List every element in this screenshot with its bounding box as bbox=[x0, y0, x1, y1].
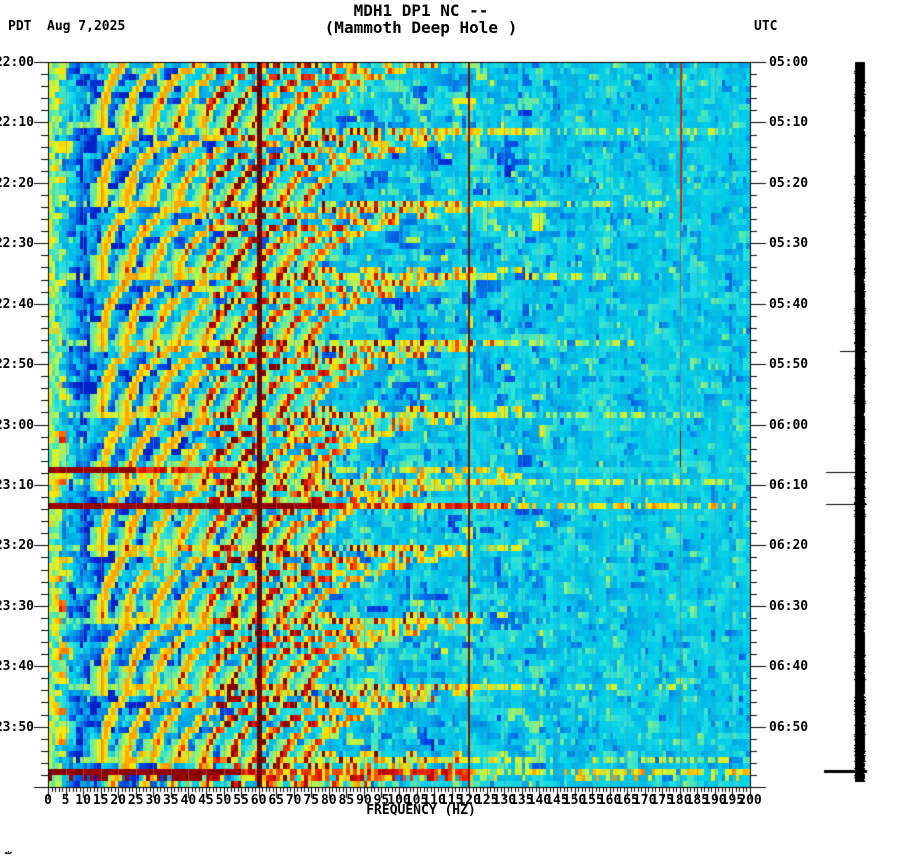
y-left-tick-label: 23:00 bbox=[0, 417, 34, 433]
x-tick-label: 180 bbox=[668, 793, 692, 808]
x-tick-label: 100 bbox=[387, 793, 411, 808]
x-tick-label: 75 bbox=[303, 793, 320, 808]
y-left-tick-label: 22:00 bbox=[0, 55, 34, 70]
timezone-left-label: PDT bbox=[8, 19, 32, 34]
y-right-tick-label: 05:40 bbox=[769, 296, 809, 312]
x-tick-label: 195 bbox=[720, 793, 745, 808]
x-tick-label: 135 bbox=[510, 793, 534, 808]
x-tick-label: 200 bbox=[738, 793, 762, 808]
y-left-tick-label: 22:50 bbox=[0, 357, 34, 373]
y-right-tick-label: 05:10 bbox=[769, 115, 809, 131]
x-tick-label: 185 bbox=[685, 793, 710, 808]
y-left-tick-label: 23:30 bbox=[0, 598, 34, 614]
y-left-tick-label: 22:40 bbox=[0, 296, 34, 312]
x-tick-label: 65 bbox=[268, 793, 284, 808]
x-tick-label: 125 bbox=[475, 793, 499, 808]
x-tick-label: 40 bbox=[180, 793, 197, 808]
y-left-tick-label: 23:10 bbox=[0, 477, 34, 493]
x-tick-label: 170 bbox=[632, 793, 657, 808]
station-subtitle: (Mammoth Deep Hole ) bbox=[324, 18, 518, 37]
x-tick-label: 145 bbox=[545, 793, 569, 808]
x-tick-label: 20 bbox=[110, 793, 127, 808]
x-tick-label: 110 bbox=[422, 793, 446, 808]
x-tick-label: 165 bbox=[615, 793, 639, 808]
x-tick-label: 160 bbox=[597, 793, 622, 808]
x-tick-label: 90 bbox=[356, 793, 372, 808]
y-right-tick-label: 05:00 bbox=[769, 55, 809, 70]
x-tick-label: 0 bbox=[44, 793, 52, 808]
x-tick-label: 80 bbox=[320, 793, 337, 808]
x-tick-label: 105 bbox=[404, 793, 429, 808]
y-left-tick-label: 23:20 bbox=[0, 538, 34, 554]
timezone-right-label: UTC bbox=[754, 19, 778, 34]
y-left-tick-label: 23:50 bbox=[0, 719, 34, 735]
x-tick-label: 25 bbox=[127, 793, 144, 808]
y-left-tick-label: 22:20 bbox=[0, 175, 34, 191]
x-tick-label: 115 bbox=[439, 793, 464, 808]
y-right-tick-label: 06:10 bbox=[769, 477, 809, 493]
y-left-tick-label: 22:10 bbox=[0, 115, 34, 131]
x-tick-label: 30 bbox=[145, 793, 162, 808]
x-tick-label: 15 bbox=[92, 793, 109, 808]
x-tick-label: 10 bbox=[75, 793, 91, 808]
y-right-tick-label: 05:50 bbox=[769, 357, 809, 373]
x-tick-label: 120 bbox=[457, 793, 481, 808]
y-right-tick-label: 06:30 bbox=[769, 598, 809, 614]
x-tick-label: 85 bbox=[338, 793, 355, 808]
x-tick-label: 55 bbox=[233, 793, 249, 808]
x-tick-label: 190 bbox=[703, 793, 727, 808]
y-left-tick-label: 22:30 bbox=[0, 236, 34, 252]
y-right-tick-label: 06:20 bbox=[769, 538, 809, 554]
x-tick-label: 45 bbox=[198, 793, 214, 808]
y-right-tick-label: 05:20 bbox=[769, 175, 809, 191]
x-axis-title: FREQUENCY (HZ) bbox=[366, 803, 476, 818]
x-tick-label: 130 bbox=[492, 793, 517, 808]
y-right-tick-label: 05:30 bbox=[769, 236, 809, 252]
x-tick-label: 155 bbox=[580, 793, 604, 808]
x-tick-label: 60 bbox=[250, 793, 267, 808]
station-title: MDH1 DP1 NC -- bbox=[353, 1, 489, 20]
x-tick-label: 50 bbox=[215, 793, 232, 808]
y-right-tick-label: 06:00 bbox=[769, 417, 809, 433]
x-tick-label: 175 bbox=[650, 793, 674, 808]
x-tick-label: 70 bbox=[285, 793, 302, 808]
x-tick-label: 140 bbox=[527, 793, 552, 808]
y-left-tick-label: 23:40 bbox=[0, 659, 34, 675]
y-right-tick-label: 06:50 bbox=[769, 719, 809, 735]
x-tick-label: 95 bbox=[373, 793, 390, 808]
x-tick-label: 35 bbox=[163, 793, 179, 808]
x-tick-label: 150 bbox=[562, 793, 587, 808]
date-label: Aug 7,2025 bbox=[47, 19, 126, 34]
x-tick-label: 5 bbox=[61, 793, 70, 808]
y-right-tick-label: 06:40 bbox=[769, 659, 809, 675]
